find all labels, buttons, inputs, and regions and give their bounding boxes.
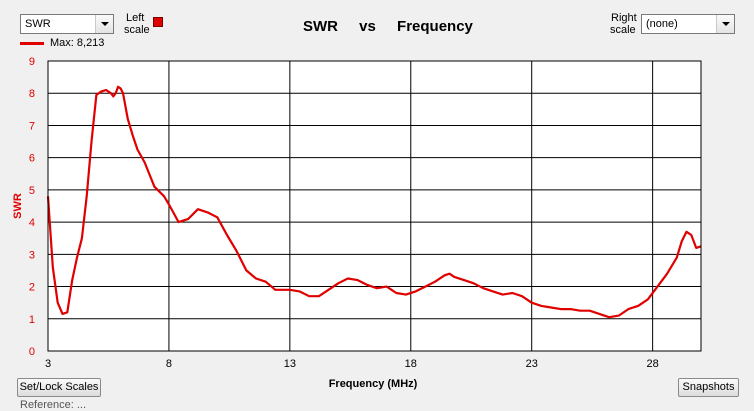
right-scale-select[interactable]: (none): [641, 14, 735, 34]
x-tick-label: 13: [284, 358, 296, 370]
y-tick-label: 2: [29, 282, 35, 294]
y-tick-labels: 0 1 2 3 4 5 6 7 8 9: [29, 56, 35, 358]
y-tick-label: 7: [29, 120, 35, 132]
title-y-quantity: SWR: [303, 18, 338, 35]
y-tick-label: 1: [29, 314, 35, 326]
y-tick-label: 8: [29, 88, 35, 100]
plot-border: [47, 60, 702, 352]
y-tick-label: 5: [29, 185, 35, 197]
legend: Max: 8,213: [20, 36, 160, 50]
left-scale-label: Left scale: [124, 12, 150, 36]
title-x-quantity: Frequency: [397, 18, 473, 35]
footer-fragment: Reference: ...: [20, 399, 87, 411]
y-tick-label: 9: [29, 56, 35, 68]
right-scale-label: Right scale: [610, 12, 637, 36]
left-scale-label-line2: scale: [124, 24, 150, 36]
x-tick-label: 3: [45, 358, 51, 370]
left-scale-select[interactable]: SWR: [20, 14, 114, 34]
swr-series-line: [46, 85, 702, 319]
set-lock-scales-button[interactable]: Set/Lock Scales: [17, 378, 101, 397]
plot-area: [48, 61, 701, 351]
right-scale-select-value: (none): [646, 18, 678, 30]
left-scale-select-value: SWR: [25, 18, 51, 30]
legend-line-swatch: [20, 42, 44, 45]
snapshots-button[interactable]: Snapshots: [678, 378, 739, 397]
chart-title: SWR vs Frequency: [303, 18, 473, 35]
x-tick-label: 23: [526, 358, 538, 370]
y-tick-label: 6: [29, 153, 35, 165]
chevron-down-icon[interactable]: [716, 15, 734, 33]
x-tick-label: 28: [647, 358, 659, 370]
y-tick-label: 0: [29, 346, 35, 358]
y-axis-label: SWR: [12, 193, 24, 219]
y-tick-label: 4: [29, 217, 35, 229]
x-tick-labels: 3 8 13 18 23 28: [45, 358, 659, 370]
x-tick-label: 18: [405, 358, 417, 370]
legend-label: Max: 8,213: [50, 37, 105, 49]
y-tick-label: 3: [29, 249, 35, 261]
title-vs: vs: [359, 18, 376, 35]
chevron-down-icon[interactable]: [95, 15, 113, 33]
right-scale-label-line1: Right: [611, 12, 637, 24]
left-scale-color-swatch[interactable]: [153, 17, 163, 27]
right-scale-label-line2: scale: [610, 24, 636, 36]
x-tick-label: 8: [166, 358, 172, 370]
x-axis-label: Frequency (MHz): [329, 378, 418, 390]
series-group: [46, 85, 702, 319]
left-scale-label-line1: Left: [126, 12, 145, 24]
